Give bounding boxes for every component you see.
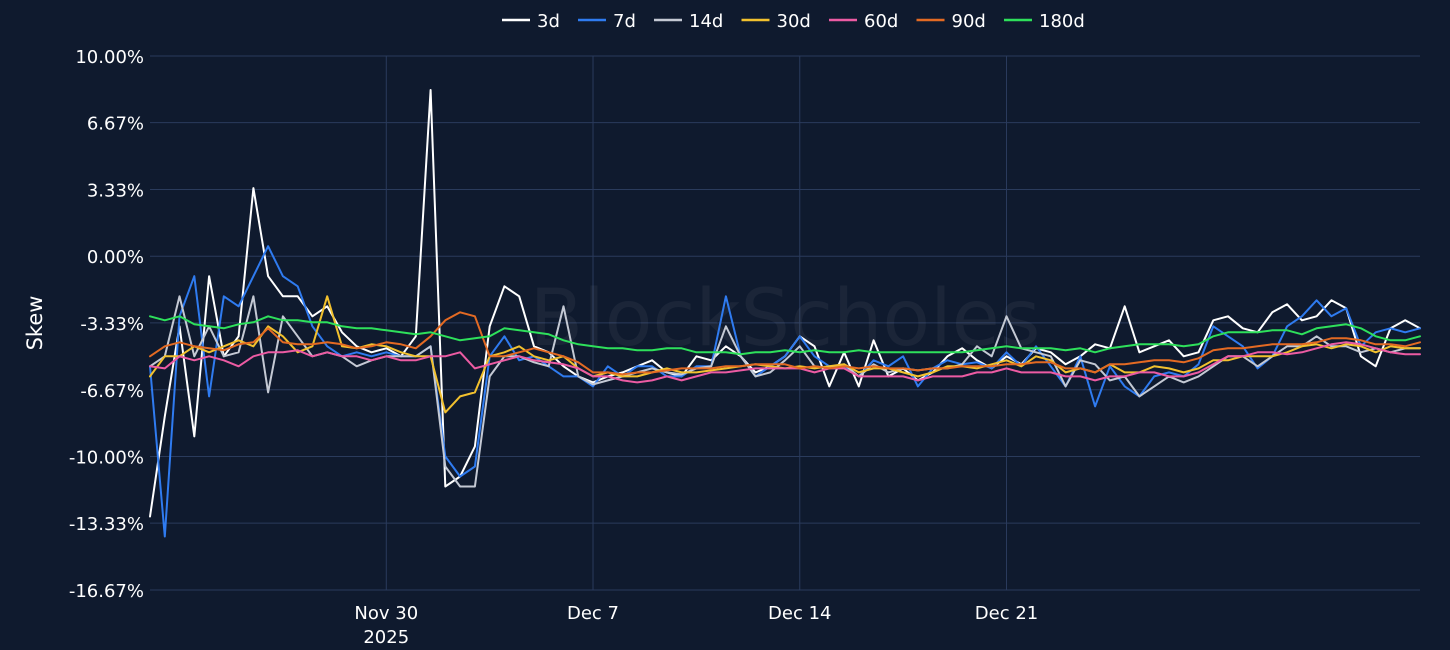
legend-label: 7d [613, 11, 636, 32]
x-tick-label: Dec 7 [567, 603, 619, 624]
y-tick-label: -3.33% [80, 314, 144, 335]
y-tick-label: 0.00% [87, 247, 144, 268]
legend-label: 3d [537, 11, 560, 32]
y-tick-label: 3.33% [87, 181, 144, 202]
legend-item-7d[interactable]: 7d [578, 11, 636, 32]
legend-label: 14d [689, 11, 723, 32]
legend-item-90d[interactable]: 90d [916, 11, 986, 32]
series-line-90d [149, 311, 1421, 376]
legend-item-14d[interactable]: 14d [654, 11, 723, 32]
x-tick-label: Dec 21 [975, 603, 1038, 624]
x-tick-label: Nov 30 [354, 603, 418, 624]
legend[interactable]: 3d 7d 14d 30d 60d 90d 180d [502, 11, 1085, 32]
legend-item-30d[interactable]: 30d [741, 11, 811, 32]
legend-label: 180d [1039, 11, 1085, 32]
y-tick-label: 10.00% [75, 47, 144, 68]
legend-item-180d[interactable]: 180d [1004, 11, 1085, 32]
series-line-60d [149, 341, 1421, 384]
series-line-180d [149, 315, 1421, 356]
y-tick-label: -6.67% [80, 381, 144, 402]
legend-label: 30d [777, 11, 811, 32]
x-axis-ticks: Nov 30 2025 Dec 7 Dec 14 Dec 21 [354, 603, 1038, 648]
y-tick-label: -10.00% [69, 447, 144, 468]
y-axis-ticks: 10.00% 6.67% 3.33% 0.00% -3.33% -6.67% -10.00%… [69, 47, 144, 602]
legend-item-60d[interactable]: 60d [829, 11, 898, 32]
legend-item-3d[interactable]: 3d [502, 11, 560, 32]
y-tick-label: -16.67% [69, 581, 144, 602]
x-tick-sublabel: 2025 [363, 627, 409, 648]
series-line-14d [149, 295, 1421, 488]
legend-label: 60d [864, 11, 898, 32]
legend-label: 90d [952, 11, 986, 32]
grid [150, 55, 1420, 591]
series-lines [149, 89, 1421, 538]
y-tick-label: -13.33% [69, 514, 144, 535]
y-axis-title: Skew [23, 296, 47, 351]
y-tick-label: 6.67% [87, 114, 144, 135]
x-tick-label: Dec 14 [768, 603, 831, 624]
